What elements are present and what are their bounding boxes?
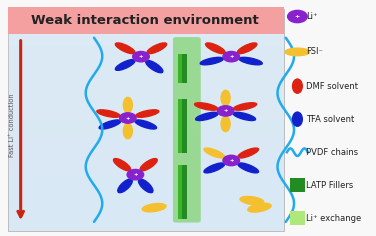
Bar: [8, 224, 284, 231]
Bar: [8, 157, 284, 165]
Ellipse shape: [136, 110, 159, 117]
Ellipse shape: [239, 57, 262, 65]
Bar: [8, 24, 284, 32]
Bar: [8, 76, 284, 83]
FancyBboxPatch shape: [8, 7, 284, 34]
Bar: [8, 143, 284, 150]
Circle shape: [223, 155, 240, 166]
Ellipse shape: [146, 60, 163, 73]
Ellipse shape: [142, 203, 166, 212]
Text: LATP Fillers: LATP Fillers: [306, 181, 354, 190]
Ellipse shape: [293, 79, 302, 93]
Text: +: +: [229, 54, 233, 59]
Text: PVDF chains: PVDF chains: [306, 148, 359, 157]
Ellipse shape: [221, 116, 230, 132]
Bar: [8, 61, 284, 69]
Bar: [290, 178, 305, 192]
Bar: [8, 98, 284, 105]
Bar: [8, 194, 284, 202]
Ellipse shape: [238, 148, 259, 158]
Bar: [178, 165, 182, 219]
Bar: [290, 211, 305, 225]
Ellipse shape: [233, 103, 256, 110]
Ellipse shape: [115, 60, 135, 70]
Ellipse shape: [115, 43, 135, 54]
Text: +: +: [223, 108, 228, 114]
Ellipse shape: [118, 179, 132, 193]
Bar: [8, 17, 284, 24]
Ellipse shape: [233, 112, 256, 121]
Text: +: +: [133, 172, 138, 177]
Bar: [178, 99, 182, 153]
Text: TFA solvent: TFA solvent: [306, 115, 355, 124]
Bar: [177, 165, 187, 219]
Bar: [178, 54, 182, 83]
Ellipse shape: [200, 57, 223, 65]
Bar: [8, 54, 284, 61]
Bar: [8, 9, 284, 17]
Bar: [8, 209, 284, 216]
Bar: [8, 165, 284, 172]
Ellipse shape: [114, 159, 130, 171]
Bar: [8, 135, 284, 143]
Bar: [8, 32, 284, 39]
Text: Weak interaction environment: Weak interaction environment: [31, 14, 259, 27]
Bar: [177, 99, 187, 153]
Bar: [8, 113, 284, 120]
Ellipse shape: [147, 43, 167, 54]
Bar: [8, 120, 284, 128]
Ellipse shape: [237, 43, 257, 54]
Text: +: +: [139, 54, 143, 59]
Ellipse shape: [123, 123, 132, 139]
Ellipse shape: [140, 159, 157, 171]
Text: +: +: [295, 14, 300, 19]
FancyBboxPatch shape: [173, 37, 201, 223]
Bar: [8, 150, 284, 157]
Ellipse shape: [204, 163, 224, 173]
Ellipse shape: [138, 179, 153, 193]
Bar: [8, 91, 284, 98]
Bar: [8, 187, 284, 194]
Bar: [8, 39, 284, 46]
Bar: [8, 128, 284, 135]
Ellipse shape: [135, 120, 156, 129]
Bar: [8, 46, 284, 54]
Ellipse shape: [195, 103, 218, 110]
Ellipse shape: [293, 112, 302, 126]
Bar: [8, 69, 284, 76]
Text: DMF solvent: DMF solvent: [306, 82, 358, 91]
Bar: [8, 216, 284, 224]
Circle shape: [133, 51, 149, 62]
Bar: [8, 180, 284, 187]
Bar: [8, 202, 284, 209]
Circle shape: [288, 10, 307, 23]
Circle shape: [223, 51, 240, 62]
Ellipse shape: [206, 43, 225, 54]
Text: +: +: [229, 158, 233, 163]
Ellipse shape: [204, 148, 224, 158]
Text: Li⁺ exchange: Li⁺ exchange: [306, 214, 362, 223]
Ellipse shape: [99, 120, 121, 129]
Text: FSI⁻: FSI⁻: [306, 47, 323, 56]
Bar: [8, 172, 284, 180]
Ellipse shape: [240, 196, 264, 205]
Circle shape: [120, 113, 136, 123]
Ellipse shape: [221, 90, 230, 105]
Text: Fast Li⁺ conduction: Fast Li⁺ conduction: [9, 93, 15, 157]
Circle shape: [127, 169, 144, 180]
Ellipse shape: [97, 110, 120, 117]
Bar: [8, 105, 284, 113]
Ellipse shape: [285, 48, 310, 56]
Ellipse shape: [238, 163, 259, 173]
Bar: [8, 9, 284, 231]
Text: +: +: [126, 115, 130, 121]
Text: Li⁺: Li⁺: [306, 12, 318, 21]
Bar: [8, 83, 284, 91]
Ellipse shape: [123, 97, 132, 113]
Bar: [177, 54, 187, 83]
Ellipse shape: [248, 203, 271, 212]
Ellipse shape: [196, 112, 218, 121]
Circle shape: [217, 106, 234, 116]
